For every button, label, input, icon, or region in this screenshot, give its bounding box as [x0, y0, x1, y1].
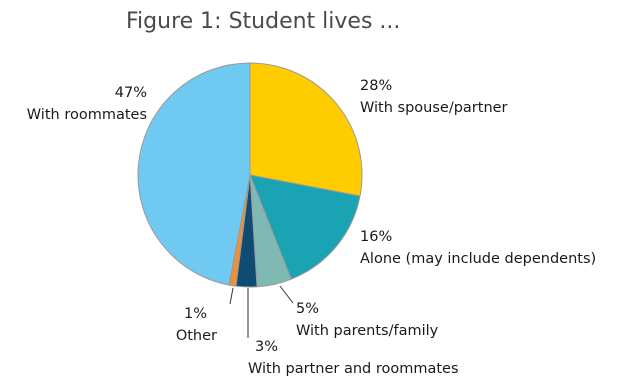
pie-slice-with-roommates: [137, 62, 251, 286]
slice-category-label: With parents/family: [296, 323, 439, 339]
pie-slice-alone-may-include-dependents: [249, 174, 361, 280]
slice-category-label: With partner and roommates: [248, 361, 459, 377]
slice-category-label: With roommates: [27, 107, 147, 123]
slice-category-label: Alone (may include dependents): [360, 251, 596, 267]
slice-percent-label: 3%: [255, 339, 278, 355]
slice-percent-label: 5%: [296, 301, 319, 317]
leader-line: [279, 285, 294, 304]
slice-category-label: With spouse/partner: [360, 100, 508, 116]
leader-line: [229, 287, 234, 305]
slice-percent-label: 1%: [184, 306, 207, 322]
pie-slice-with-spouse-partner: [249, 62, 363, 197]
pie-slices: [137, 62, 363, 288]
slice-category-label: Other: [176, 328, 217, 344]
slice-percent-label: 16%: [360, 229, 392, 245]
slice-labels: 28% With spouse/partner 16% Alone (may incl…: [27, 78, 596, 377]
chart-title: Figure 1: Student lives ...: [126, 9, 400, 34]
leader-lines: [229, 285, 294, 338]
slice-percent-label: 28%: [360, 78, 392, 94]
slice-percent-label: 47%: [115, 85, 147, 101]
